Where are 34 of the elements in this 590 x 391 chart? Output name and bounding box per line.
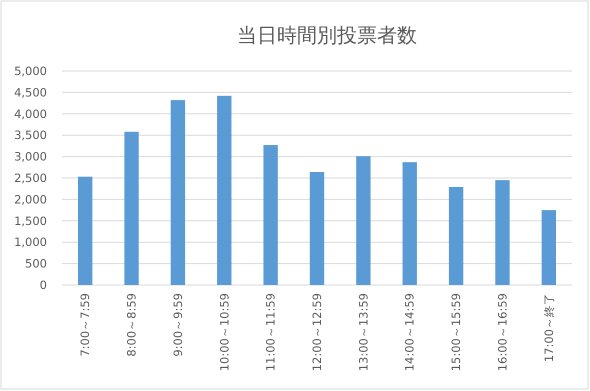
- y-tick-label: 1,000: [14, 235, 47, 250]
- x-tick-label: 7:00～7:59: [78, 293, 92, 357]
- x-tick-label: 16:00～16:59: [495, 293, 510, 372]
- y-tick-label: 500: [25, 256, 47, 271]
- y-tick-label: 2,500: [14, 171, 47, 185]
- x-tick-label: 17:00～終了: [542, 293, 556, 362]
- y-tick-label: 1,500: [14, 214, 47, 228]
- x-tick-label: 11:00～11:59: [264, 293, 278, 372]
- x-tick-label: 15:00～15:59: [449, 293, 464, 372]
- y-tick-label: 0: [40, 278, 47, 292]
- bar: [170, 100, 186, 285]
- bar: [310, 172, 324, 285]
- y-tick-label: 3,000: [14, 150, 47, 164]
- bar: [78, 176, 92, 285]
- x-tick-label: 9:00～9:59: [170, 293, 185, 357]
- bar: [448, 186, 464, 285]
- bar: [402, 162, 417, 285]
- x-tick-label: 12:00～12:59: [310, 293, 324, 372]
- y-tick-label: 4,500: [14, 85, 47, 100]
- bar: [263, 145, 278, 285]
- y-tick-label: 3,500: [14, 128, 47, 142]
- bar: [124, 132, 139, 285]
- bar: [495, 180, 510, 285]
- bar: [542, 210, 556, 285]
- bar: [217, 96, 232, 285]
- x-tick-label: 8:00～8:59: [124, 293, 139, 357]
- chart-title: 当日時間別投票者数: [237, 23, 417, 47]
- y-tick-label: 2,000: [14, 192, 47, 206]
- x-tick-label: 13:00～13:59: [356, 293, 370, 372]
- x-tick-label: 14:00～14:59: [402, 293, 417, 372]
- y-tick-label: 5,000: [14, 64, 47, 78]
- bar: [356, 156, 371, 285]
- y-tick-label: 4,000: [14, 106, 47, 121]
- x-tick-label: 10:00～10:59: [217, 293, 232, 372]
